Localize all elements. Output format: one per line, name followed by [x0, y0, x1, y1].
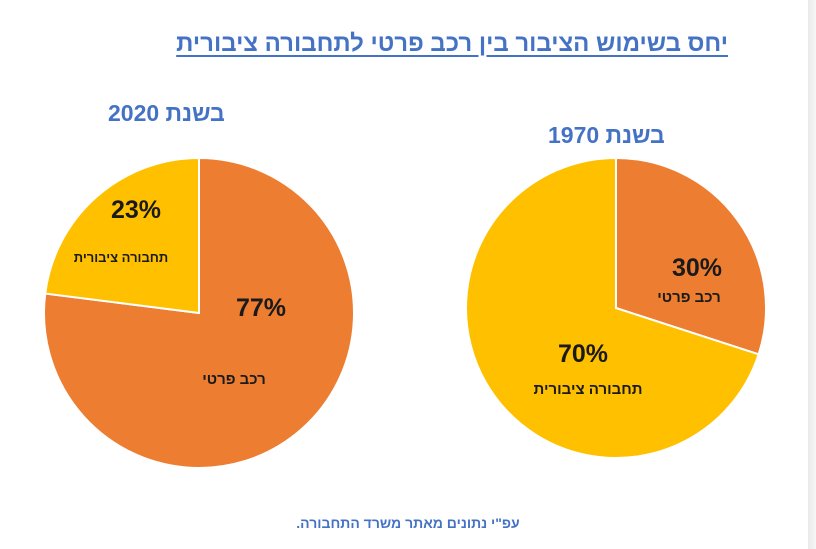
window-edge [808, 0, 816, 549]
pie-slice-1970-private [615, 156, 767, 356]
category-label-2020-public: תחבורה ציבורית [74, 250, 169, 265]
chart-title-2020: בשנת 2020 [108, 100, 225, 126]
value-label-2020-private: 77% [236, 294, 286, 322]
pie-slice-2020-private [43, 156, 355, 469]
category-label-1970-public: תחבורה ציבורית [533, 381, 642, 398]
value-label-1970-private: 30% [672, 254, 722, 282]
value-label-2020-public: 23% [111, 196, 161, 224]
pie-slice-2020-public [44, 156, 200, 315]
category-label-2020-private: רכב פרטי [202, 371, 266, 388]
chart-title-1970: בשנת 1970 [548, 122, 665, 148]
source-note: עפ"י נתונים מאתר משרד התחבורה. [296, 515, 520, 531]
category-label-1970-private: רכב פרטי [657, 289, 721, 306]
value-label-1970-public: 70% [558, 340, 608, 368]
pie-slice-1970-public [465, 156, 760, 459]
page-title: יחס בשימוש הציבור בין רכב פרטי לתחבורה צ… [176, 30, 728, 57]
